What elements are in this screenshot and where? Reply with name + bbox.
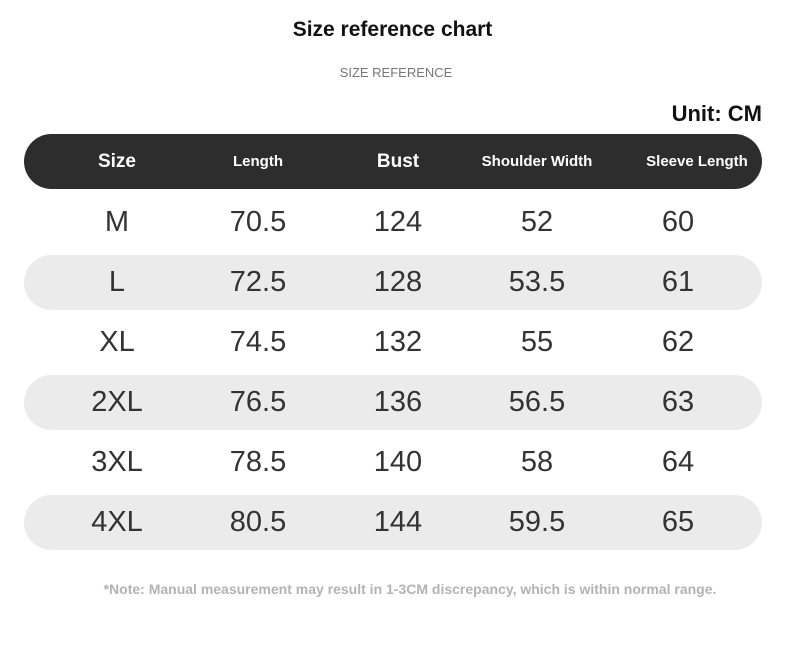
subtitle: SIZE REFERENCE (339, 65, 453, 80)
table-cell: 52 (520, 206, 554, 238)
table-cell: L (108, 266, 126, 298)
table-cell: 144 (373, 506, 423, 538)
table-cell: 59.5 (508, 506, 566, 538)
header-bust: Bust (376, 151, 420, 172)
table-cell: 55 (520, 326, 554, 358)
table-cell: 58 (520, 446, 554, 478)
table-cell: 2XL (91, 386, 143, 418)
table-cell: 74.5 (229, 326, 287, 358)
table-row: XL 74.5 132 55 62 (24, 315, 762, 370)
table-cell: 70.5 (229, 206, 287, 238)
table-row: 2XL 76.5 136 56.5 63 (24, 375, 762, 430)
table-row: M 70.5 124 52 60 (24, 195, 762, 250)
page-title: Size reference chart (292, 18, 493, 41)
header-size: Size (97, 151, 137, 172)
header-shoulder-width: Shoulder Width (481, 153, 593, 170)
table-cell: M (104, 206, 130, 238)
table-row: 4XL 80.5 144 59.5 65 (24, 495, 762, 550)
table-cell: 124 (373, 206, 423, 238)
table-cell: XL (99, 326, 135, 358)
table-cell: 140 (373, 446, 423, 478)
header-sleeve-length: Sleeve Length (646, 153, 748, 170)
table-cell: 56.5 (508, 386, 566, 418)
table-row: L 72.5 128 53.5 61 (24, 255, 762, 310)
table-cell: 3XL (91, 446, 143, 478)
table-cell: 78.5 (229, 446, 287, 478)
note: *Note: Manual measurement may result in … (103, 581, 717, 597)
table-cell: 64 (661, 446, 695, 478)
table-cell: 53.5 (508, 266, 566, 298)
table-header: Size Length Bust Shoulder Width Sleeve L… (24, 134, 762, 189)
header-length: Length (233, 153, 283, 170)
table-cell: 61 (661, 266, 695, 298)
table-cell: 136 (373, 386, 423, 418)
table-cell: 80.5 (229, 506, 287, 538)
unit-label: Unit: CM (671, 101, 762, 126)
table-cell: 128 (373, 266, 423, 298)
table-cell: 63 (661, 386, 695, 418)
table-cell: 60 (661, 206, 695, 238)
table-row: 3XL 78.5 140 58 64 (24, 435, 762, 490)
table-cell: 62 (661, 326, 695, 358)
table-cell: 76.5 (229, 386, 287, 418)
table-cell: 132 (373, 326, 423, 358)
table-cell: 72.5 (229, 266, 287, 298)
table-cell: 65 (661, 506, 695, 538)
table-cell: 4XL (91, 506, 143, 538)
